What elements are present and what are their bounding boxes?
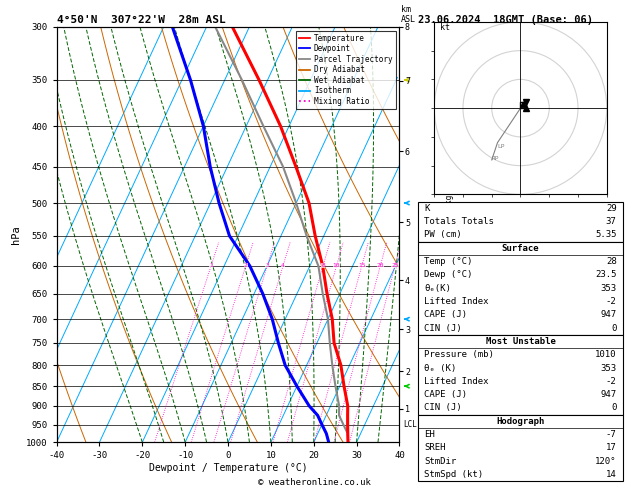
Text: K: K — [425, 204, 430, 213]
Text: 120°: 120° — [595, 457, 616, 466]
Text: 0: 0 — [611, 403, 616, 413]
Text: RP: RP — [492, 156, 499, 161]
Text: StmDir: StmDir — [425, 457, 457, 466]
Text: 15: 15 — [358, 263, 365, 268]
Text: Temp (°C): Temp (°C) — [425, 257, 473, 266]
Text: 25: 25 — [391, 263, 399, 268]
FancyBboxPatch shape — [418, 335, 623, 415]
Text: -2: -2 — [606, 297, 616, 306]
Text: © weatheronline.co.uk: © weatheronline.co.uk — [258, 478, 371, 486]
Text: 23.06.2024  18GMT (Base: 06): 23.06.2024 18GMT (Base: 06) — [418, 15, 593, 25]
Text: CIN (J): CIN (J) — [425, 324, 462, 332]
Text: 29: 29 — [606, 204, 616, 213]
Text: 947: 947 — [601, 310, 616, 319]
Text: 4: 4 — [281, 263, 285, 268]
Text: 1010: 1010 — [595, 350, 616, 359]
Text: LCL: LCL — [403, 420, 417, 429]
Text: 353: 353 — [601, 364, 616, 373]
Text: 5.35: 5.35 — [595, 230, 616, 240]
Text: 4°50'N  307°22'W  28m ASL: 4°50'N 307°22'W 28m ASL — [57, 15, 225, 25]
Text: θₑ(K): θₑ(K) — [425, 284, 451, 293]
Text: LP: LP — [498, 144, 505, 149]
FancyBboxPatch shape — [418, 415, 623, 481]
Text: EH: EH — [425, 430, 435, 439]
Text: CAPE (J): CAPE (J) — [425, 310, 467, 319]
Text: Dewp (°C): Dewp (°C) — [425, 270, 473, 279]
Text: 3: 3 — [265, 263, 269, 268]
Text: 20: 20 — [377, 263, 384, 268]
Text: kt: kt — [440, 23, 450, 33]
Text: CIN (J): CIN (J) — [425, 403, 462, 413]
Text: θₑ (K): θₑ (K) — [425, 364, 457, 373]
Text: Lifted Index: Lifted Index — [425, 377, 489, 386]
Text: Most Unstable: Most Unstable — [486, 337, 555, 346]
Text: Totals Totals: Totals Totals — [425, 217, 494, 226]
Text: 353: 353 — [601, 284, 616, 293]
Text: -2: -2 — [606, 377, 616, 386]
Y-axis label: Mixing Ratio (g/kg): Mixing Ratio (g/kg) — [445, 191, 454, 278]
Text: Pressure (mb): Pressure (mb) — [425, 350, 494, 359]
Text: SREH: SREH — [425, 443, 446, 452]
Text: Lifted Index: Lifted Index — [425, 297, 489, 306]
Text: PW (cm): PW (cm) — [425, 230, 462, 240]
Text: 28: 28 — [606, 257, 616, 266]
Text: StmSpd (kt): StmSpd (kt) — [425, 470, 484, 479]
Text: -7: -7 — [606, 430, 616, 439]
Text: 947: 947 — [601, 390, 616, 399]
X-axis label: Dewpoint / Temperature (°C): Dewpoint / Temperature (°C) — [148, 463, 308, 473]
FancyBboxPatch shape — [418, 202, 623, 242]
FancyBboxPatch shape — [418, 242, 623, 335]
Text: Hodograph: Hodograph — [496, 417, 545, 426]
Text: 0: 0 — [611, 324, 616, 332]
Text: 37: 37 — [606, 217, 616, 226]
Text: 14: 14 — [606, 470, 616, 479]
Legend: Temperature, Dewpoint, Parcel Trajectory, Dry Adiabat, Wet Adiabat, Isotherm, Mi: Temperature, Dewpoint, Parcel Trajectory… — [296, 31, 396, 109]
Text: 8: 8 — [321, 263, 325, 268]
Text: km
ASL: km ASL — [401, 5, 416, 24]
Text: 23.5: 23.5 — [595, 270, 616, 279]
Y-axis label: hPa: hPa — [11, 225, 21, 244]
Text: 10: 10 — [333, 263, 340, 268]
Text: 2: 2 — [244, 263, 248, 268]
Text: 17: 17 — [606, 443, 616, 452]
Text: 1: 1 — [209, 263, 213, 268]
Text: CAPE (J): CAPE (J) — [425, 390, 467, 399]
Text: Surface: Surface — [502, 244, 539, 253]
